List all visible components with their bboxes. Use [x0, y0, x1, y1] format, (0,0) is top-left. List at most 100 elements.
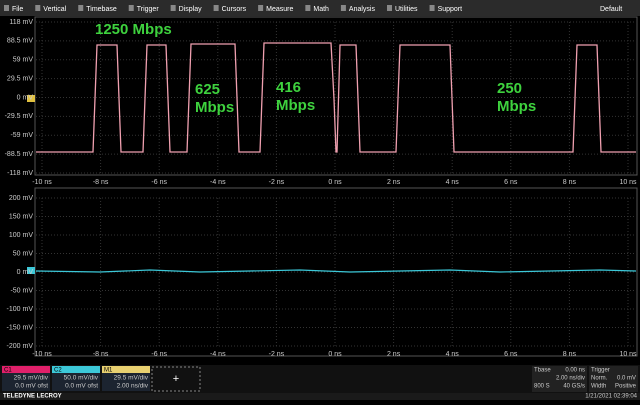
y-tick-label: 118 mV	[9, 19, 33, 26]
y-tick-label: -88.5 mV	[5, 151, 34, 158]
x-tick-label: 4 ns	[446, 179, 460, 186]
y-tick-label: 0 mV	[17, 269, 34, 276]
channel-setting: 29.5 mV/div	[114, 375, 149, 382]
menu-item[interactable]: Analysis	[349, 6, 376, 13]
y-tick-label: -200 mV	[7, 343, 34, 350]
channel-setting: 0.0 mV ofst	[15, 383, 48, 390]
x-tick-label: 0 ns	[328, 179, 342, 186]
default-button[interactable]: Default	[600, 6, 622, 13]
x-tick-label: 8 ns	[563, 179, 577, 186]
y-tick-label: -50 mV	[10, 287, 33, 294]
channel-setting: 29.5 mV/div	[14, 375, 49, 382]
y-tick-label: 50 mV	[13, 250, 34, 257]
channel-body[interactable]	[2, 373, 50, 391]
annotation: Mbps	[497, 98, 536, 115]
x-tick-label: -4 ns	[210, 179, 226, 186]
y-tick-label: -29.5 mV	[5, 113, 34, 120]
menu-item[interactable]: Measure	[266, 6, 293, 13]
channel-header[interactable]	[102, 366, 150, 373]
y-tick-label: -100 mV	[7, 306, 34, 313]
channel-setting: 0.0 mV ofst	[65, 383, 98, 390]
x-tick-label: -10 ns	[32, 179, 52, 186]
x-tick-label: -6 ns	[151, 179, 167, 186]
trig-type: Width	[591, 384, 606, 390]
menu-icon[interactable]	[78, 5, 84, 11]
x-tick-label: -4 ns	[210, 351, 226, 358]
x-tick-label: -2 ns	[269, 179, 285, 186]
menu-icon[interactable]	[4, 5, 9, 11]
x-tick-label: 10 ns	[619, 351, 637, 358]
channel-name[interactable]: C1	[4, 368, 12, 374]
menu-item[interactable]: Support	[438, 6, 463, 13]
menu-item[interactable]: File	[12, 6, 23, 13]
trig-slope: Positive	[615, 384, 637, 390]
y-tick-label: 29.5 mV	[7, 75, 33, 82]
c2-marker	[27, 267, 35, 274]
channel-setting: 2.00 ns/div	[117, 383, 149, 390]
x-tick-label: 10 ns	[619, 179, 637, 186]
trig-mode: Norm.	[591, 376, 608, 382]
menu-icon[interactable]	[128, 5, 134, 11]
footer-bar	[0, 393, 640, 400]
menu-bar	[0, 0, 640, 16]
menu-icon[interactable]	[305, 5, 311, 11]
menu-item[interactable]: Vertical	[43, 6, 66, 13]
channel-name[interactable]: C2	[54, 368, 62, 374]
y-tick-label: 200 mV	[9, 195, 33, 202]
c1-marker	[27, 95, 35, 102]
x-tick-label: -2 ns	[269, 351, 285, 358]
channel-body[interactable]	[52, 373, 100, 391]
y-tick-label: 0 mV	[17, 94, 34, 101]
annotation: 250	[497, 80, 522, 97]
menu-item[interactable]: Trigger	[137, 6, 160, 13]
y-tick-label: -150 mV	[7, 324, 34, 331]
add-button[interactable]: +	[173, 373, 179, 385]
tb-offset: 0.00 ns	[565, 368, 585, 374]
trigger-bg	[589, 366, 638, 392]
c2-trace	[35, 269, 637, 273]
y-tick-label: 100 mV	[9, 232, 33, 239]
channel-header[interactable]	[52, 366, 100, 373]
y-tick-label: 150 mV	[9, 213, 33, 220]
menu-item[interactable]: Utilities	[395, 6, 418, 13]
y-tick-label: -118 mV	[7, 170, 33, 177]
x-tick-label: 6 ns	[504, 179, 518, 186]
trig-level: 0.0 mV	[617, 376, 636, 382]
annotation: 416	[276, 79, 301, 96]
y-tick-label: -59 mV	[10, 132, 33, 139]
tb-title: Tbase	[534, 368, 551, 374]
trig-title: Trigger	[591, 368, 610, 374]
menu-icon[interactable]	[35, 5, 41, 11]
menu-item[interactable]: Math	[313, 6, 329, 13]
x-tick-label: -8 ns	[93, 179, 109, 186]
x-tick-label: 0 ns	[328, 351, 342, 358]
add-box[interactable]	[151, 366, 201, 392]
tb-scale: 2.00 ns/div	[556, 376, 585, 382]
annotation: Mbps	[276, 97, 315, 114]
channel-header[interactable]	[2, 366, 50, 373]
menu-item[interactable]: Timebase	[86, 6, 117, 13]
channel-name[interactable]: M1	[104, 368, 113, 374]
timebase-bg	[532, 366, 587, 392]
menu-icon[interactable]	[429, 5, 435, 11]
channel-body[interactable]	[102, 373, 150, 391]
annotation: 625	[195, 81, 220, 98]
timebase-box: Tbase 0.00 ns 800 S 2.00 ns/div 40 GS/s	[532, 366, 587, 392]
tb-rate: 40 GS/s	[563, 384, 585, 390]
channel-setting: 50.0 mV/div	[64, 375, 99, 382]
menu-icon[interactable]	[213, 5, 219, 11]
annotation: 1250 Mbps	[95, 21, 172, 38]
menu-icon[interactable]	[340, 5, 346, 11]
trigger-box: Trigger 0.0 mV Norm. Width Positive	[589, 366, 638, 392]
menu-item[interactable]: Cursors	[222, 6, 247, 13]
tb-samples: 800 S	[534, 384, 550, 390]
menu-item[interactable]: Display	[179, 6, 202, 13]
menu-icon[interactable]	[258, 5, 264, 11]
annotation: Mbps	[195, 99, 234, 116]
menu-icon[interactable]	[387, 5, 392, 11]
x-tick-label: -10 ns	[32, 351, 52, 358]
brand: TELEDYNE LECROY	[3, 394, 62, 400]
x-tick-label: 2 ns	[387, 179, 401, 186]
menu-icon[interactable]	[170, 5, 176, 11]
